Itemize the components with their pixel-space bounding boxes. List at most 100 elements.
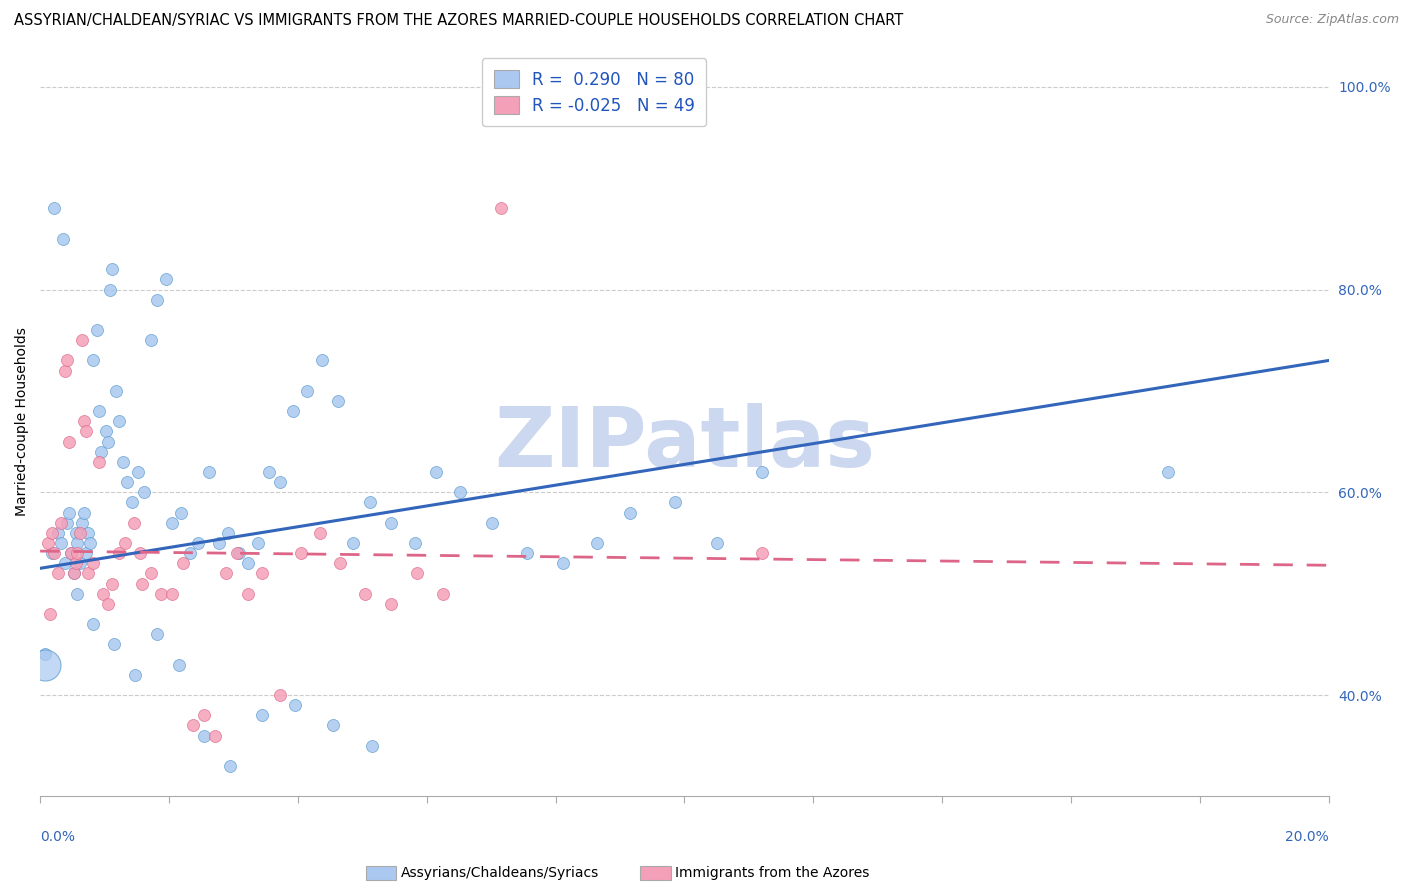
Point: [58, 434, 80, 449]
Point: [664, 495, 686, 509]
Point: [425, 465, 447, 479]
Point: [252, 708, 274, 723]
Point: [297, 384, 319, 398]
Point: [114, 536, 136, 550]
Legend: R =  0.290   N = 80, R = -0.025   N = 49: R = 0.290 N = 80, R = -0.025 N = 49: [482, 58, 706, 127]
Point: [146, 627, 169, 641]
Point: [65, 525, 87, 540]
Point: [56, 353, 79, 368]
Point: [131, 576, 153, 591]
Point: [91, 587, 114, 601]
Point: [77, 525, 100, 540]
Point: [121, 495, 143, 509]
Point: [751, 546, 773, 560]
Text: 0.0%: 0.0%: [41, 830, 75, 844]
Point: [586, 536, 609, 550]
Point: [101, 576, 124, 591]
Point: [97, 434, 120, 449]
Text: Source: ZipAtlas.com: Source: ZipAtlas.com: [1265, 13, 1399, 27]
Point: [309, 525, 332, 540]
Point: [86, 323, 108, 337]
Point: [751, 465, 773, 479]
Point: [89, 404, 111, 418]
Point: [58, 506, 80, 520]
Point: [89, 455, 111, 469]
Point: [246, 536, 269, 550]
Point: [183, 718, 205, 732]
Point: [198, 465, 221, 479]
Point: [155, 272, 177, 286]
Point: [52, 232, 75, 246]
Text: 20.0%: 20.0%: [1285, 830, 1329, 844]
Point: [269, 688, 291, 702]
Point: [44, 546, 66, 560]
Point: [79, 536, 101, 550]
Point: [172, 556, 194, 570]
Point: [449, 485, 471, 500]
Point: [406, 566, 429, 581]
Point: [204, 729, 226, 743]
Point: [46, 525, 69, 540]
Point: [69, 525, 91, 540]
Point: [193, 708, 215, 723]
Point: [257, 465, 280, 479]
Point: [139, 566, 162, 581]
Point: [82, 556, 104, 570]
Point: [107, 546, 129, 560]
Point: [66, 546, 89, 560]
Point: [342, 536, 364, 550]
Point: [252, 566, 274, 581]
Point: [53, 556, 76, 570]
Point: [65, 556, 87, 570]
Point: [359, 495, 381, 509]
Point: [619, 506, 641, 520]
Point: [208, 536, 231, 550]
Text: Immigrants from the Azores: Immigrants from the Azores: [675, 866, 869, 880]
Point: [41, 546, 63, 560]
Point: [193, 729, 215, 743]
Point: [489, 202, 512, 216]
Text: ASSYRIAN/CHALDEAN/SYRIAC VS IMMIGRANTS FROM THE AZORES MARRIED-COUPLE HOUSEHOLDS: ASSYRIAN/CHALDEAN/SYRIAC VS IMMIGRANTS F…: [14, 13, 903, 29]
Point: [219, 759, 242, 773]
Point: [82, 353, 104, 368]
Point: [553, 556, 575, 570]
Point: [236, 587, 259, 601]
Point: [34, 648, 56, 662]
Point: [66, 536, 89, 550]
Point: [90, 444, 112, 458]
Point: [66, 587, 89, 601]
Point: [228, 546, 250, 560]
Point: [37, 536, 59, 550]
Point: [73, 506, 96, 520]
Text: Assyrians/Chaldeans/Syriacs: Assyrians/Chaldeans/Syriacs: [401, 866, 599, 880]
Point: [44, 202, 66, 216]
Point: [49, 516, 72, 530]
Point: [481, 516, 503, 530]
Point: [70, 516, 93, 530]
Point: [76, 425, 98, 439]
Point: [329, 556, 352, 570]
Point: [354, 587, 377, 601]
Point: [103, 637, 125, 651]
Point: [167, 657, 190, 672]
Point: [179, 546, 201, 560]
Point: [1156, 465, 1178, 479]
Point: [60, 546, 83, 560]
Point: [73, 414, 96, 428]
Point: [115, 475, 138, 490]
Point: [77, 566, 100, 581]
Point: [49, 536, 72, 550]
Point: [70, 333, 93, 347]
Point: [432, 587, 454, 601]
Point: [214, 566, 236, 581]
Point: [134, 485, 156, 500]
Point: [101, 262, 124, 277]
Text: ZIPatlas: ZIPatlas: [494, 403, 875, 484]
Point: [62, 566, 84, 581]
Point: [111, 455, 134, 469]
Point: [53, 364, 76, 378]
Point: [46, 566, 69, 581]
Point: [146, 293, 169, 307]
Point: [41, 525, 63, 540]
Point: [380, 597, 402, 611]
